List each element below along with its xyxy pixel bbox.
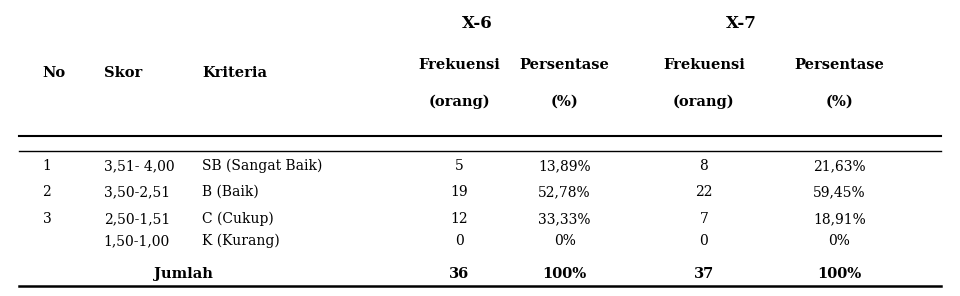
Text: 100%: 100%	[817, 267, 861, 281]
Text: K (Kurang): K (Kurang)	[203, 234, 280, 248]
Text: Frekuensi: Frekuensi	[663, 58, 745, 72]
Text: Skor: Skor	[104, 66, 142, 80]
Text: (%): (%)	[551, 94, 579, 108]
Text: Frekuensi: Frekuensi	[419, 58, 500, 72]
Text: 0: 0	[700, 234, 708, 248]
Text: Jumlah: Jumlah	[155, 267, 213, 281]
Text: 1,50-1,00: 1,50-1,00	[104, 234, 170, 248]
Text: 0: 0	[455, 234, 464, 248]
Text: 52,78%: 52,78%	[539, 185, 591, 199]
Text: C (Cukup): C (Cukup)	[203, 212, 275, 226]
Text: No: No	[42, 66, 65, 80]
Text: 2: 2	[42, 185, 51, 199]
Text: 37: 37	[694, 267, 714, 281]
Text: 7: 7	[700, 212, 708, 226]
Text: 3,51- 4,00: 3,51- 4,00	[104, 159, 175, 173]
Text: 8: 8	[700, 159, 708, 173]
Text: X-7: X-7	[726, 15, 757, 32]
Text: Persentase: Persentase	[795, 58, 884, 72]
Text: 3,50-2,51: 3,50-2,51	[104, 185, 170, 199]
Text: B (Baik): B (Baik)	[203, 185, 259, 199]
Text: 13,89%: 13,89%	[539, 159, 591, 173]
Text: (%): (%)	[826, 94, 853, 108]
Text: 0%: 0%	[828, 234, 851, 248]
Text: Persentase: Persentase	[519, 58, 610, 72]
Text: 5: 5	[455, 159, 464, 173]
Text: 18,91%: 18,91%	[813, 212, 866, 226]
Text: Kriteria: Kriteria	[203, 66, 268, 80]
Text: 59,45%: 59,45%	[813, 185, 866, 199]
Text: X-6: X-6	[462, 15, 492, 32]
Text: 1: 1	[42, 159, 52, 173]
Text: SB (Sangat Baik): SB (Sangat Baik)	[203, 159, 323, 173]
Text: 12: 12	[450, 212, 468, 226]
Text: 3: 3	[42, 212, 51, 226]
Text: (orang): (orang)	[428, 94, 491, 109]
Text: 36: 36	[449, 267, 469, 281]
Text: 19: 19	[450, 185, 468, 199]
Text: 33,33%: 33,33%	[539, 212, 591, 226]
Text: (orang): (orang)	[673, 94, 734, 109]
Text: 22: 22	[695, 185, 712, 199]
Text: 21,63%: 21,63%	[813, 159, 866, 173]
Text: 2,50-1,51: 2,50-1,51	[104, 212, 170, 226]
Text: 100%: 100%	[542, 267, 587, 281]
Text: 0%: 0%	[554, 234, 576, 248]
